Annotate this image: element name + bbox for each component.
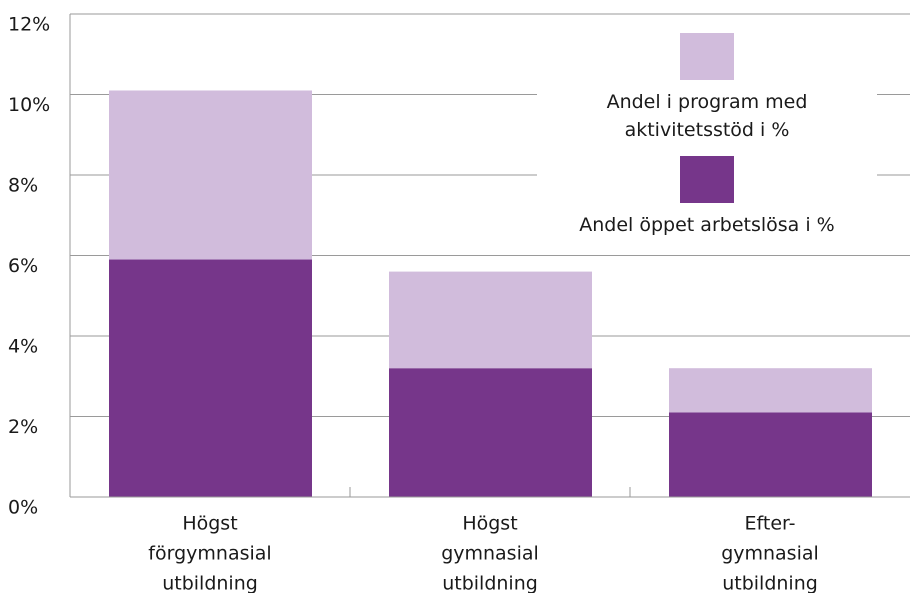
x-tick-label: utbildning [162,573,258,593]
bar-segment [669,412,872,497]
x-tick-label: Högst [182,513,237,535]
y-tick-label: 8% [8,175,38,197]
bar-segment [389,368,592,497]
legend-label: Andel öppet arbetslösa i % [579,214,835,236]
legend-swatch [680,156,734,203]
bar-segment [109,259,312,497]
legend-entry: Andel öppet arbetslösa i % [537,156,877,239]
y-tick-label: 4% [8,336,38,358]
x-tick-label: utbildning [442,573,538,593]
y-tick-label: 10% [8,94,50,116]
y-tick-label: 2% [8,416,38,438]
y-tick-label: 0% [8,497,38,519]
bar-segment [109,90,312,260]
legend-label: Andel i program med aktivitetsstöd i % [606,91,808,141]
y-tick-label: 12% [8,14,50,36]
bar-segment [669,368,872,413]
x-tick-label: gymnasial [441,543,539,565]
bar-segment [389,271,592,369]
x-tick-label: Efter- [745,513,796,535]
x-tick-label: Högst [462,513,517,535]
y-tick-label: 6% [8,255,38,277]
legend-entry: Andel i program med aktivitetsstöd i % [537,33,877,144]
x-tick-label: förgymnasial [148,543,271,565]
x-tick-label: utbildning [722,573,818,593]
legend-swatch [680,33,734,80]
x-tick-label: gymnasial [721,543,819,565]
legend: Andel i program med aktivitetsstöd i % An… [537,33,877,239]
